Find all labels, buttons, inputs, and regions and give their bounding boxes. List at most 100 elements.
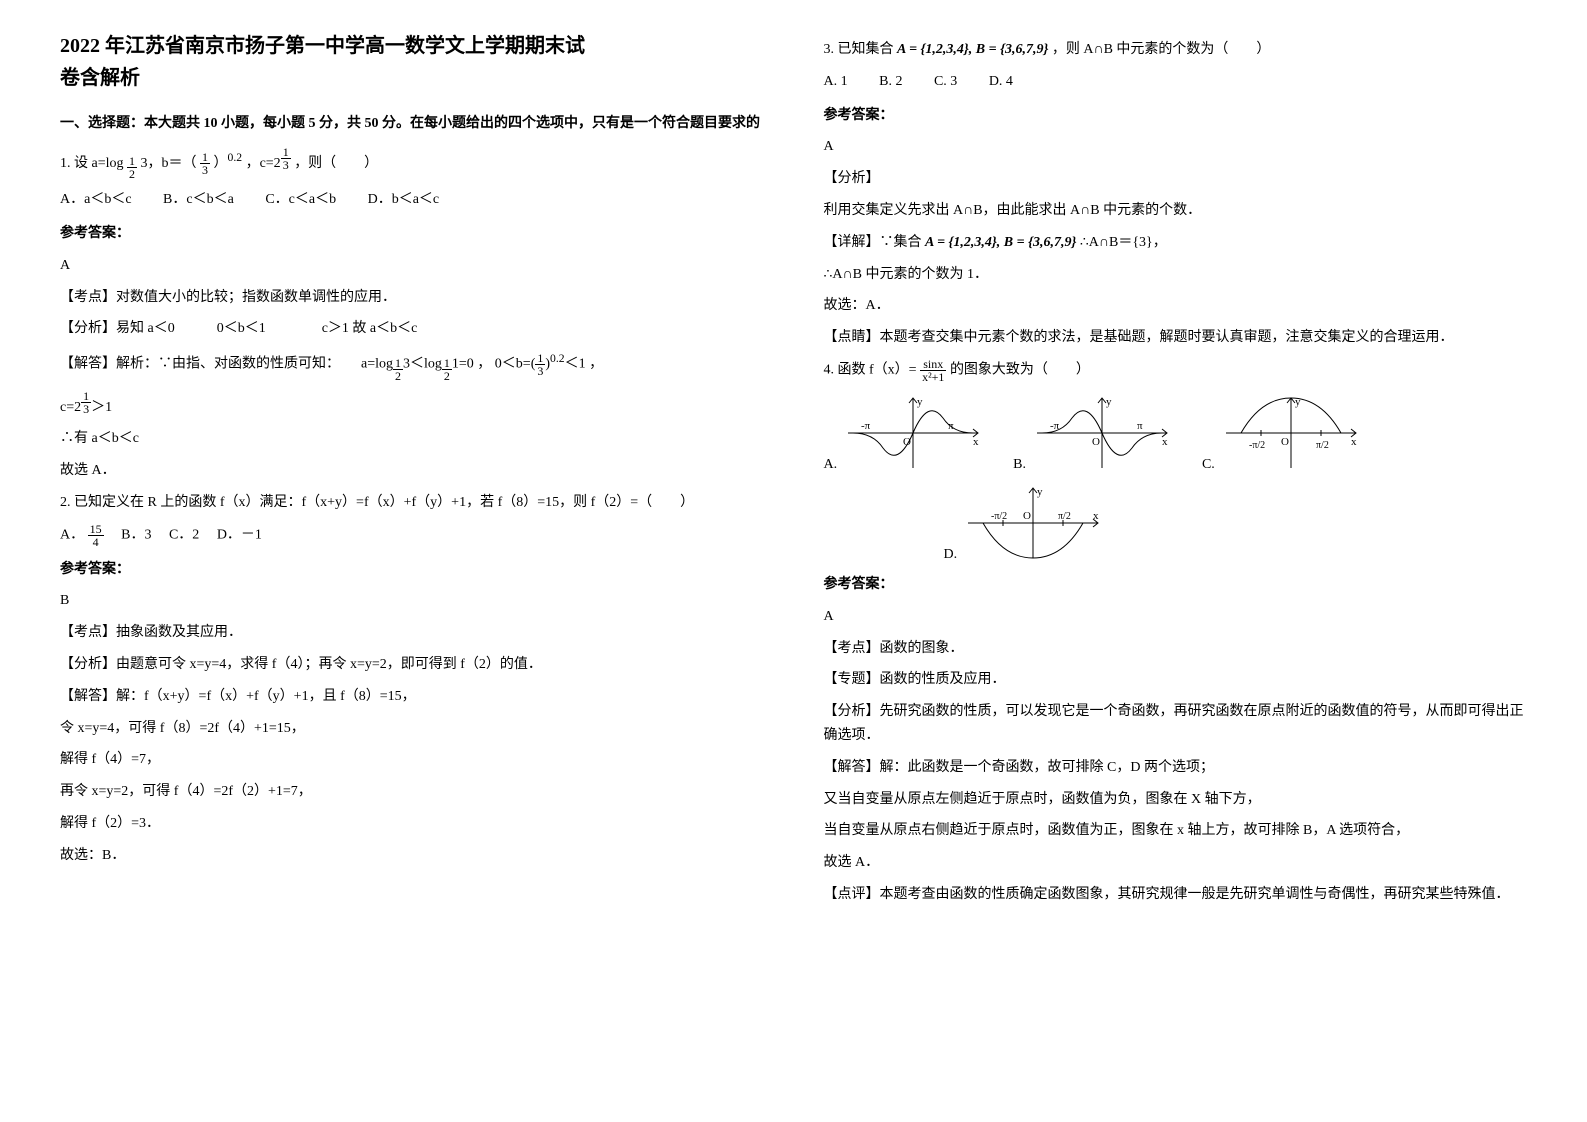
q1-answer: A (60, 254, 764, 278)
svg-text:π/2: π/2 (1316, 440, 1329, 451)
q3-answer-label: 参考答案： (824, 104, 1528, 128)
left-column: 2022 年江苏省南京市扬子第一中学高一数学文上学期期末试 卷含解析 一、选择题… (60, 30, 764, 915)
q3-xj-prefix: 【详解】∵集合 (824, 235, 926, 250)
q3-stem-prefix: 3. 已知集合 (824, 42, 898, 57)
section-1-header: 一、选择题：本大题共 10 小题，每小题 5 分，共 50 分。在每小题给出的四… (60, 112, 764, 136)
svg-text:-π/2: -π/2 (1249, 440, 1265, 451)
q2-options: A． 154 B．3 C．2 D．－1 (60, 523, 764, 548)
q1-jd-sel: 故选 A． (60, 459, 764, 483)
q2-answer: B (60, 589, 764, 613)
q3-opt-b: B. 2 (879, 74, 902, 89)
q3-opt-c: C. 3 (934, 74, 957, 89)
q2-kd: 【考点】抽象函数及其应用． (60, 621, 764, 645)
q1-jd-conc: ∴有 a＜b＜c (60, 427, 764, 451)
doc-title: 2022 年江苏省南京市扬子第一中学高一数学文上学期期末试 卷含解析 (60, 30, 764, 94)
q1-rel3b: ＞1 (91, 399, 112, 414)
q3-xj-suffix: ∴A∩B＝{3}， (1080, 235, 1167, 250)
q1-opt-b: B．c＜b＜a (163, 192, 234, 207)
q4-graph-b: B. y x O -π π (1013, 393, 1172, 473)
q1-stem-prefix: 1. 设 a=log (60, 156, 124, 171)
svg-text:-π/2: -π/2 (991, 511, 1007, 522)
q2-jd3: 解得 f（4）=7， (60, 748, 764, 772)
q1-stem-sup: 0.2 (228, 151, 243, 164)
q4-den: x²+1 (920, 371, 946, 383)
q1-rel2-sup: 0.2 (550, 352, 565, 365)
q2-opt-a-num: 15 (88, 523, 104, 536)
q1-rel1c: 1=0 (452, 357, 474, 372)
q2-opt-b: B．3 (121, 527, 151, 542)
q1-stem-mid1: 3，b＝（ (141, 156, 197, 171)
graph-d-svg: y x O -π/2 π/2 (963, 483, 1103, 563)
graph-c-svg: y x O -π/2 π/2 (1221, 393, 1361, 473)
svg-text:y: y (1037, 486, 1043, 498)
q3-options: A. 1 B. 2 C. 3 D. 4 (824, 70, 1528, 94)
q2-stem: 2. 已知定义在 R 上的函数 f（x）满足：f（x+y）=f（x）+f（y）+… (60, 491, 764, 515)
q4-jd4: 故选 A． (824, 851, 1528, 875)
q4-graph-d: D. y x O -π/2 π/2 (944, 483, 1104, 563)
q3-fx: 利用交集定义先求出 A∩B，由此能求出 A∩B 中元素的个数． (824, 199, 1528, 223)
q1-opt-a: A．a＜b＜c (60, 192, 132, 207)
svg-text:x: x (1162, 436, 1168, 448)
svg-text:O: O (1281, 436, 1289, 448)
q4-fx: 【分析】先研究函数的性质，可以发现它是一个奇函数，再研究函数在原点附近的函数值的… (824, 700, 1528, 748)
q1-options: A．a＜b＜c B．c＜b＜a C．c＜a＜b D．b＜a＜c (60, 188, 764, 212)
q3-xj2: ∴A∩B 中元素的个数为 1． (824, 263, 1528, 287)
q3-xj-sets: A = {1,2,3,4}, B = {3,6,7,9} (925, 235, 1076, 250)
svg-text:-π: -π (861, 420, 871, 432)
q4-label-a: A. (824, 457, 838, 473)
svg-text:-π: -π (1050, 420, 1060, 432)
q2-opt-c: C．2 (169, 527, 199, 542)
q4-stem-suffix: 的图象大致为（ ） (950, 363, 1090, 378)
q2-fx: 【分析】由题意可令 x=y=4，求得 f（4）；再令 x=y=2，即可得到 f（… (60, 653, 764, 677)
q4-label-c: C. (1202, 457, 1215, 473)
q3-answer: A (824, 135, 1528, 159)
svg-text:y: y (1106, 396, 1112, 408)
svg-text:y: y (917, 396, 923, 408)
q1-stem: 1. 设 a=log 12 3，b＝（ 13 ）0.2 ，c=213 ，则（ ） (60, 146, 764, 180)
q1-rel1b: 3＜log (403, 357, 442, 372)
q3-stem-suffix: ，则 A∩B 中元素的个数为（ ） (1052, 42, 1271, 57)
q1-kd: 【考点】对数值大小的比较；指数函数单调性的应用． (60, 286, 764, 310)
svg-text:y: y (1295, 396, 1301, 408)
svg-text:O: O (1023, 510, 1031, 522)
q4-stem-prefix: 4. 函数 f（x）= (824, 363, 917, 378)
q1-jd-prefix: 【解答】解析：∵由指、对函数的性质可知： (60, 357, 340, 372)
svg-text:π: π (948, 420, 954, 432)
q4-label-d: D. (944, 547, 958, 563)
q1-jd: 【解答】解析：∵由指、对函数的性质可知： a=log123＜log121=0 ，… (60, 349, 764, 381)
svg-text:x: x (1351, 436, 1357, 448)
q4-zt: 【专题】函数的性质及应用． (824, 668, 1528, 692)
q1-answer-label: 参考答案： (60, 222, 764, 246)
q4-answer: A (824, 605, 1528, 629)
q3-xj: 【详解】∵集合 A = {1,2,3,4}, B = {3,6,7,9} ∴A∩… (824, 231, 1528, 255)
q3-sets: A = {1,2,3,4}, B = {3,6,7,9} (897, 42, 1048, 57)
q2-opt-a-den: 4 (88, 536, 104, 548)
q2-jd1: 【解答】解：f（x+y）=f（x）+f（y）+1，且 f（8）=15， (60, 685, 764, 709)
q1-fx: 【分析】易知 a＜0 0＜b＜1 c＞1 故 a＜b＜c (60, 317, 764, 341)
q2-jd2: 令 x=y=4，可得 f（8）=2f（4）+1=15， (60, 717, 764, 741)
svg-text:x: x (973, 436, 979, 448)
q4-jd3: 当自变量从原点右侧趋近于原点时，函数值为正，图象在 x 轴上方，故可排除 B，A… (824, 819, 1528, 843)
q4-answer-label: 参考答案： (824, 573, 1528, 597)
q1-rel1a: a=log (361, 357, 393, 372)
graph-b-svg: y x O -π π (1032, 393, 1172, 473)
q3-xj3: 故选：A． (824, 294, 1528, 318)
q2-jd4: 再令 x=y=2，可得 f（4）=2f（2）+1=7， (60, 780, 764, 804)
q4-stem: 4. 函数 f（x）= sinx x²+1 的图象大致为（ ） (824, 358, 1528, 383)
q1-rel2a: 0＜b=( (495, 357, 536, 372)
svg-text:x: x (1093, 510, 1099, 522)
q4-graph-a: A. y x O -π π (824, 393, 984, 473)
q1-opt-c: C．c＜a＜b (265, 192, 336, 207)
q3-stem: 3. 已知集合 A = {1,2,3,4}, B = {3,6,7,9} ，则 … (824, 38, 1528, 62)
q4-graph-row-2: D. y x O -π/2 π/2 (944, 483, 1528, 563)
svg-text:O: O (1092, 436, 1100, 448)
q1-opt-d: D．b＜a＜c (368, 192, 440, 207)
q4-label-b: B. (1013, 457, 1026, 473)
svg-text:O: O (903, 436, 911, 448)
q3-opt-d: D. 4 (989, 74, 1013, 89)
q3-opt-a: A. 1 (824, 74, 848, 89)
q1-rel2c: ＜1 (565, 357, 586, 372)
q4-dp: 【点评】本题考查由函数的性质确定函数图象，其研究规律一般是先研究单调性与奇偶性，… (824, 883, 1528, 907)
right-column: 3. 已知集合 A = {1,2,3,4}, B = {3,6,7,9} ，则 … (824, 30, 1528, 915)
q3-ds: 【点睛】本题考查交集中元素个数的求法，是基础题，解题时要认真审题，注意交集定义的… (824, 326, 1528, 350)
